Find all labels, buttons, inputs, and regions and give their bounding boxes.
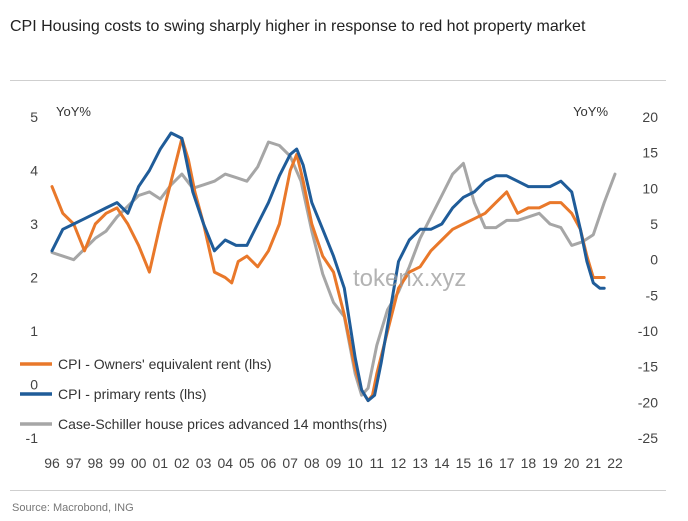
left-tick-label: 3 <box>30 216 38 232</box>
bottom-divider <box>10 490 666 491</box>
right-tick-label: -20 <box>638 394 658 410</box>
x-tick-label: 05 <box>239 455 255 471</box>
x-tick-label: 99 <box>109 455 125 471</box>
x-tick-label: 12 <box>391 455 407 471</box>
right-tick-label: -25 <box>638 430 658 446</box>
chart-title: CPI Housing costs to swing sharply highe… <box>10 18 586 35</box>
right-tick-label: 10 <box>642 180 658 196</box>
right-tick-label: 0 <box>650 252 658 268</box>
right-tick-label: 5 <box>650 216 658 232</box>
legend-label: CPI - primary rents (lhs) <box>58 386 207 402</box>
x-tick-label: 14 <box>434 455 450 471</box>
series-line-case-schiller <box>50 140 617 397</box>
x-tick-label: 02 <box>174 455 190 471</box>
x-tick-label: 08 <box>304 455 320 471</box>
top-divider <box>10 80 666 81</box>
left-tick-label: 0 <box>30 377 38 393</box>
left-tick-label: 2 <box>30 270 38 286</box>
left-axis-label: YoY% <box>56 104 91 119</box>
source-note: Source: Macrobond, ING <box>12 502 134 514</box>
x-tick-label: 18 <box>521 455 537 471</box>
x-tick-label: 20 <box>564 455 580 471</box>
x-tick-label: 06 <box>261 455 277 471</box>
legend-label: CPI - Owners' equivalent rent (lhs) <box>58 356 272 372</box>
x-tick-label: 16 <box>477 455 493 471</box>
right-tick-label: 15 <box>642 145 658 161</box>
x-tick-label: 21 <box>586 455 602 471</box>
x-tick-label: 15 <box>456 455 472 471</box>
x-tick-label: 07 <box>282 455 298 471</box>
x-tick-label: 19 <box>542 455 558 471</box>
right-axis-label: YoY% <box>573 104 608 119</box>
right-tick-label: -10 <box>638 323 658 339</box>
left-tick-label: 4 <box>30 163 38 179</box>
x-tick-label: 97 <box>66 455 82 471</box>
x-tick-label: 96 <box>44 455 60 471</box>
legend-label: Case-Schiller house prices advanced 14 m… <box>58 416 387 432</box>
left-tick-label: 1 <box>30 323 38 339</box>
x-tick-label: 09 <box>326 455 342 471</box>
x-axis-ticks: 96 97 98 99 00 01 02 03 04 05 06 07 08 09 10 11 12 13 14 15… <box>44 455 623 471</box>
left-tick-label: -1 <box>26 430 39 446</box>
x-tick-label: 04 <box>217 455 233 471</box>
x-tick-label: 01 <box>152 455 168 471</box>
right-axis-ticks: -25 -20 -15 -10 -5 0 5 10 15 20 <box>638 109 658 446</box>
chart-legend: CPI - Owners' equivalent rent (lhs) CPI -… <box>20 356 387 432</box>
left-tick-label: 5 <box>30 109 38 125</box>
x-tick-label: 10 <box>347 455 363 471</box>
left-axis-ticks: -1 0 1 2 3 4 5 <box>26 109 39 446</box>
x-tick-label: 22 <box>607 455 623 471</box>
right-tick-label: 20 <box>642 109 658 125</box>
x-tick-label: 03 <box>196 455 212 471</box>
series-line-owners-equivalent-rent <box>50 136 606 403</box>
x-tick-label: 00 <box>131 455 147 471</box>
right-tick-label: -15 <box>638 359 658 375</box>
x-tick-label: 11 <box>370 455 385 471</box>
series-line-primary-rents <box>50 131 606 403</box>
watermark-text: tokenx.xyz <box>353 265 466 292</box>
right-tick-label: -5 <box>646 287 659 303</box>
x-tick-label: 98 <box>88 455 104 471</box>
x-tick-label: 17 <box>499 455 515 471</box>
x-tick-label: 13 <box>412 455 428 471</box>
chart-series <box>50 131 617 403</box>
